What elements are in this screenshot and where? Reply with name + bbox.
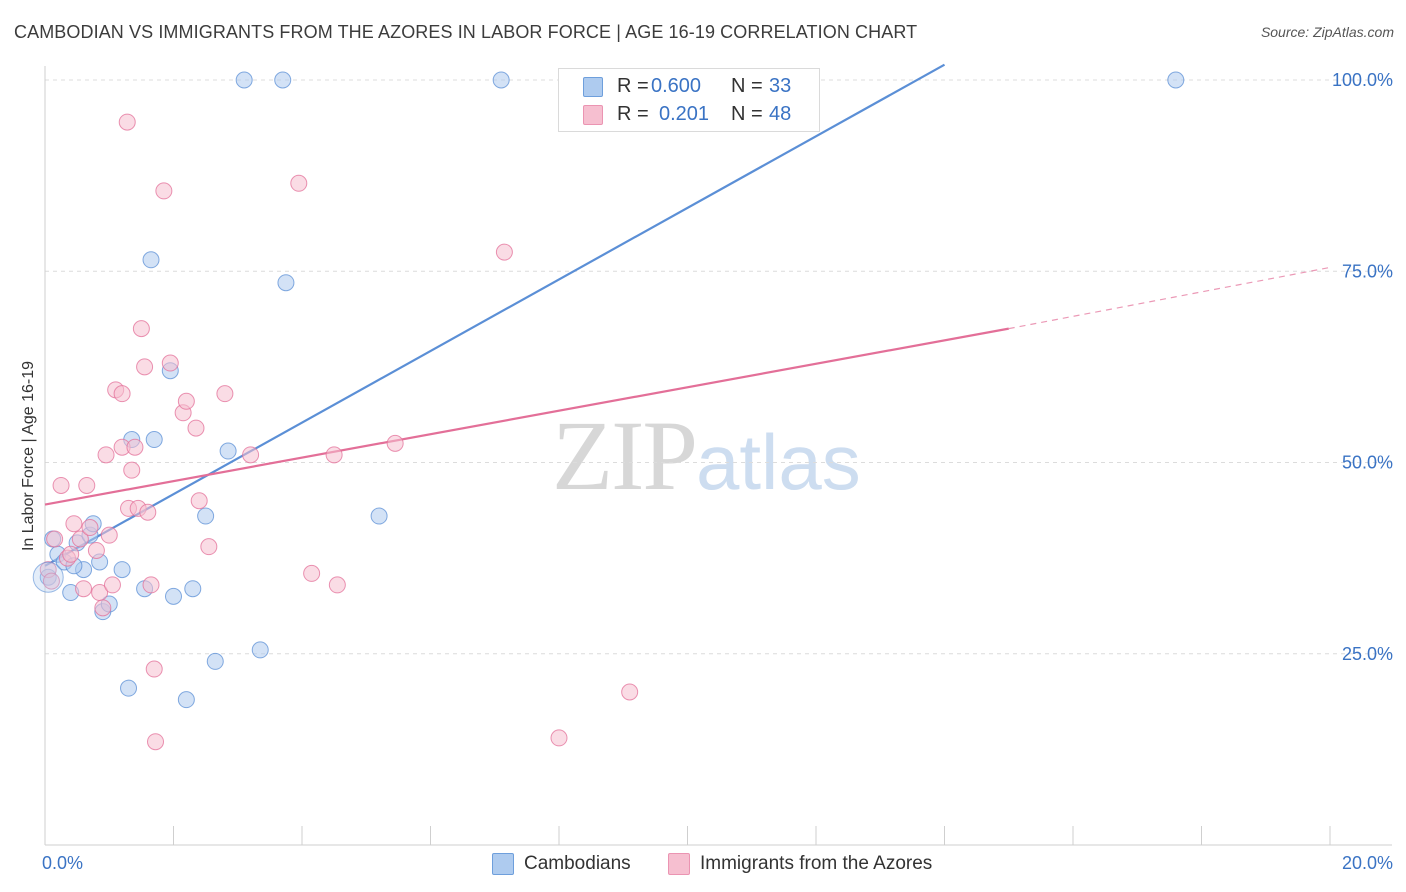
source-credit: Source: ZipAtlas.com	[1260, 24, 1394, 40]
point-azores	[81, 519, 99, 537]
x-tick-label: 0.0%	[42, 853, 83, 873]
point-azores	[216, 385, 234, 403]
legend-swatch-azores	[583, 105, 603, 125]
point-azores	[621, 683, 639, 701]
point-azores	[187, 419, 205, 437]
point-azores	[126, 438, 144, 456]
point-azores	[46, 530, 64, 548]
point-azores	[495, 243, 513, 261]
point-azores	[132, 320, 150, 338]
point-azores	[78, 476, 96, 494]
point-azores	[386, 434, 404, 452]
point-cambodians	[370, 507, 388, 525]
legend-r-value: 0.600	[651, 74, 702, 97]
point-azores	[142, 576, 160, 594]
point-azores	[200, 538, 218, 556]
stats-legend: R = 0.600 N = 33 R = 0.201 N = 48	[558, 68, 820, 132]
point-cambodians	[277, 274, 295, 292]
point-cambodians	[251, 641, 269, 659]
y-tick-label: 100.0%	[1332, 70, 1393, 90]
y-tick-label: 75.0%	[1342, 261, 1393, 281]
point-azores	[139, 503, 157, 521]
gridlines	[45, 79, 1392, 655]
point-azores	[325, 446, 343, 464]
point-azores	[65, 515, 83, 533]
point-cluster-cambodians	[32, 561, 64, 593]
watermark-atlas: atlas	[696, 418, 861, 506]
point-azores	[177, 392, 195, 410]
point-azores	[550, 729, 568, 747]
point-cambodians	[142, 251, 160, 269]
point-azores	[145, 660, 163, 678]
legend-r-label: R =	[617, 102, 649, 125]
point-azores	[328, 576, 346, 594]
trendline-cambodians	[44, 63, 946, 567]
point-azores	[161, 354, 179, 372]
bottom-legend-label-azores: Immigrants from the Azores	[700, 853, 933, 874]
point-azores	[123, 461, 141, 479]
axes	[44, 66, 1392, 846]
bottom-legend-label-cambodians: Cambodians	[524, 853, 631, 874]
trendline-extension-azores	[1008, 266, 1331, 330]
point-cambodians	[274, 71, 292, 89]
point-azores	[100, 526, 118, 544]
zipatlas-watermark: ZIPatlas	[552, 398, 861, 513]
data-points	[32, 71, 1185, 751]
point-cambodians	[235, 71, 253, 89]
point-azores	[242, 446, 260, 464]
point-cambodians	[206, 652, 224, 670]
y-tick-label: 50.0%	[1342, 453, 1393, 473]
bottom-legend-cambodians: Cambodians	[492, 852, 631, 876]
point-azores	[136, 358, 154, 376]
point-cambodians	[177, 691, 195, 709]
bottom-legend-azores: Immigrants from the Azores	[668, 852, 932, 876]
y-tick-label: 25.0%	[1342, 644, 1393, 664]
bottom-legend-swatch-azores	[668, 853, 690, 875]
point-azores	[52, 476, 70, 494]
point-azores	[118, 113, 136, 131]
point-azores	[190, 492, 208, 510]
trendlines	[44, 63, 1331, 567]
x-tick-label: 20.0%	[1342, 853, 1393, 873]
chart-title: CAMBODIAN VS IMMIGRANTS FROM THE AZORES …	[14, 22, 918, 42]
point-cambodians	[184, 580, 202, 598]
point-cambodians	[113, 561, 131, 579]
point-azores	[75, 580, 93, 598]
point-cambodians	[492, 71, 510, 89]
point-azores	[103, 576, 121, 594]
point-azores	[155, 182, 173, 200]
bottom-legend-swatch-cambodians	[492, 853, 514, 875]
legend-r-label: R =	[617, 74, 649, 97]
point-cambodians	[197, 507, 215, 525]
legend-swatch-cambodians	[583, 77, 603, 97]
legend-n-value: 33	[769, 74, 792, 97]
point-cambodians	[145, 431, 163, 449]
point-cambodians	[219, 442, 237, 460]
legend-n-label: N =	[731, 74, 763, 97]
tick-labels: 25.0% 50.0% 75.0% 100.0% 0.0% 20.0% In Labor F…	[20, 70, 1393, 873]
trendline-azores	[44, 327, 1009, 506]
point-azores	[97, 446, 115, 464]
legend-n-label: N =	[731, 102, 763, 125]
point-azores	[147, 733, 165, 751]
point-azores	[94, 599, 112, 617]
point-azores	[290, 174, 308, 192]
point-azores	[303, 564, 321, 582]
point-azores	[62, 545, 80, 563]
point-cambodians	[165, 587, 182, 605]
legend-r-value: 0.201	[659, 102, 710, 125]
point-cambodians	[120, 679, 138, 697]
point-azores	[42, 572, 60, 590]
watermark-zip: ZIP	[552, 400, 698, 511]
point-azores	[113, 385, 131, 403]
point-cambodians	[1167, 71, 1185, 89]
point-azores	[87, 541, 105, 559]
y-axis-title: In Labor Force | Age 16-19	[20, 361, 37, 551]
point-azores	[71, 530, 89, 548]
legend-n-value: 48	[769, 102, 792, 125]
